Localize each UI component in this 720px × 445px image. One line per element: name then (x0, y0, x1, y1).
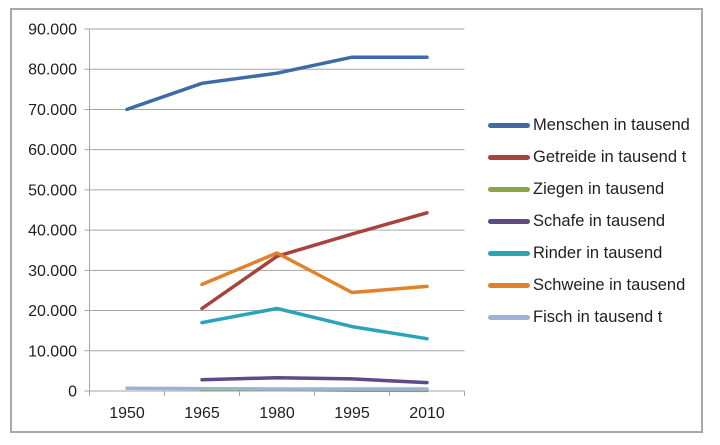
legend-line-swatch (488, 122, 530, 128)
legend-line-swatch (488, 154, 530, 160)
y-axis-label: 0 (68, 384, 77, 401)
x-axis-label: 1965 (184, 405, 220, 422)
legend-label: Ziegen in tausend (533, 179, 665, 198)
legend-item: Menschen in tausend (488, 109, 690, 141)
y-axis-label: 10.000 (28, 343, 77, 360)
legend-item: Schafe in tausend (488, 205, 690, 237)
legend-item: Fisch in tausend t (488, 301, 690, 333)
x-axis-label: 1950 (109, 405, 145, 422)
x-axis-label: 1995 (334, 405, 370, 422)
legend-item: Rinder in tausend (488, 237, 690, 269)
legend-label: Menschen in tausend (533, 115, 690, 134)
y-axis-label: 80.000 (28, 62, 77, 79)
legend-line-swatch (488, 250, 530, 256)
legend-label: Fisch in tausend t (533, 307, 663, 326)
y-axis-label: 30.000 (28, 263, 77, 280)
y-axis-label: 50.000 (28, 182, 77, 199)
series-line (200, 211, 429, 311)
x-axis-label: 2010 (409, 405, 445, 422)
legend-label: Getreide in tausend t (533, 147, 687, 166)
legend-item: Getreide in tausend t (488, 141, 690, 173)
y-axis-label: 20.000 (28, 303, 77, 320)
y-axis-label: 70.000 (28, 102, 77, 119)
series-line (200, 251, 429, 295)
chart-legend: Menschen in tausend Getreide in tausend t… (488, 109, 690, 333)
legend-line-swatch (488, 218, 530, 224)
legend-label: Rinder in tausend (533, 243, 663, 262)
y-axis-label: 60.000 (28, 142, 77, 159)
legend-line-swatch (488, 282, 530, 288)
legend-item: Schweine in tausend (488, 269, 690, 301)
legend-item: Ziegen in tausend (488, 173, 690, 205)
series-line (200, 375, 429, 385)
y-axis-label: 90.000 (28, 22, 77, 39)
x-axis-label: 1980 (259, 405, 295, 422)
series-line (125, 386, 429, 391)
legend-line-swatch (488, 314, 530, 320)
legend-label: Schafe in tausend (533, 211, 666, 230)
legend-label: Schweine in tausend (533, 275, 686, 294)
chart-border (10, 8, 703, 433)
legend-line-swatch (488, 186, 530, 192)
series-line (125, 55, 429, 112)
y-axis-label: 40.000 (28, 223, 77, 240)
series-line (200, 306, 429, 341)
